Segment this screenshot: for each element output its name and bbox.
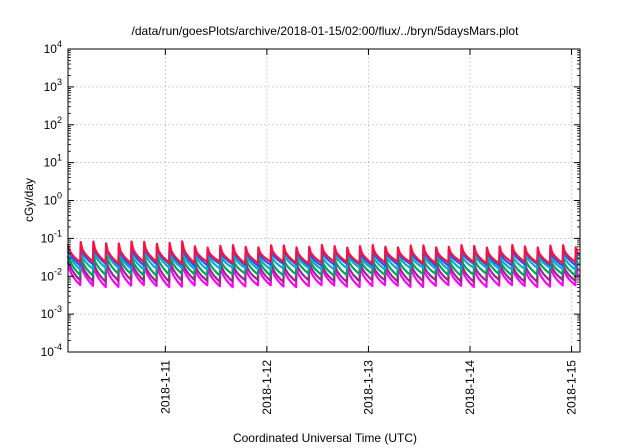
x-tick-label: 2018-1-11 (158, 360, 172, 414)
y-tick-exponent: 4 (57, 39, 62, 49)
y-tick-exponent: -2 (54, 266, 62, 276)
y-tick-label: 101 (44, 153, 62, 170)
chart-title: /data/run/goesPlots/archive/2018-01-15/0… (132, 24, 520, 38)
x-tick-label: 2018-1-14 (463, 360, 477, 415)
y-tick-label: 103 (44, 77, 62, 94)
y-tick-label: 10-2 (41, 266, 62, 283)
y-tick-exponent: 0 (57, 191, 62, 201)
x-tick-label: 2018-1-15 (565, 360, 579, 415)
y-tick-label: 10-3 (41, 304, 62, 321)
y-tick-label: 104 (44, 39, 62, 56)
series-line (66, 240, 580, 265)
y-axis-label: cGy/day (22, 178, 36, 222)
grid (68, 49, 580, 352)
y-tick-label: 10-4 (41, 342, 62, 359)
series-line (66, 258, 580, 289)
y-tick-exponent: 1 (57, 153, 62, 163)
x-axis: 2018-1-11 2018-1-12 2018-1-13 2018-1-14 2018… (158, 49, 579, 415)
y-tick-exponent: 2 (57, 115, 62, 125)
series-line (66, 242, 580, 267)
y-tick-exponent: -1 (54, 228, 62, 238)
x-tick-label: 2018-1-12 (260, 360, 274, 415)
series-line (66, 245, 580, 271)
series-group (66, 240, 580, 289)
y-tick-exponent: -4 (54, 342, 62, 352)
y-tick-label: 100 (44, 191, 62, 208)
y-tick-exponent: -3 (54, 304, 62, 314)
y-tick-exponent: 3 (57, 77, 62, 87)
y-tick-label: 102 (44, 115, 62, 132)
x-axis-label: Coordinated Universal Time (UTC) (233, 431, 417, 445)
series-line (66, 250, 580, 277)
y-tick-label: 10-1 (41, 228, 62, 245)
series-line (66, 254, 580, 284)
x-tick-label: 2018-1-13 (361, 360, 375, 415)
